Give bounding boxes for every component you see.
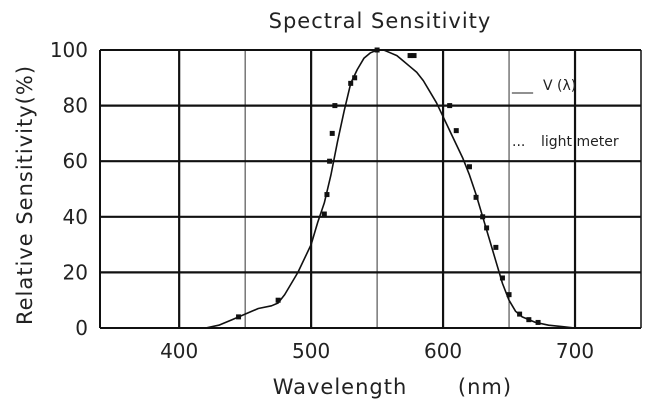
x-tick-label: 500	[292, 339, 330, 363]
legend-symbol-solid: ___	[511, 78, 534, 94]
light-meter-point	[466, 164, 472, 170]
y-tick-label: 60	[63, 149, 88, 173]
light-meter-point	[411, 53, 417, 59]
series-layer	[205, 47, 576, 329]
light-meter-point	[236, 314, 242, 320]
light-meter-point	[506, 292, 512, 298]
grid	[99, 49, 642, 329]
light-meter-point	[453, 128, 459, 134]
light-meter-point	[526, 317, 532, 323]
y-tick-label: 20	[63, 260, 88, 284]
light-meter-point	[332, 103, 338, 109]
y-tick-label: 0	[75, 316, 88, 340]
light-meter-point	[535, 319, 541, 325]
legend-label-v-lambda: V (λ)	[543, 78, 576, 94]
light-meter-point	[374, 47, 380, 53]
light-meter-point	[499, 275, 505, 281]
tick-labels: 0 20 40 60 80 100 400 500 600 700	[50, 38, 594, 363]
light-meter-point	[517, 311, 523, 317]
light-meter-point	[473, 194, 479, 200]
light-meter-point	[324, 192, 330, 198]
light-meter-point	[493, 244, 499, 250]
chart-title: Spectral Sensitivity	[269, 9, 492, 33]
legend: ___ V (λ) ... light meter	[511, 78, 619, 150]
light-meter-point	[407, 53, 413, 59]
legend-symbol-dotted: ...	[512, 134, 525, 150]
x-tick-label: 600	[424, 339, 462, 363]
light-meter-point	[352, 75, 358, 81]
series-line-v-lambda	[205, 49, 576, 329]
y-tick-label: 100	[50, 38, 88, 62]
y-axis-label: Relative Sensitivity(%)	[13, 65, 37, 325]
light-meter-point	[321, 211, 327, 217]
x-tick-label: 400	[160, 339, 198, 363]
legend-label-light-meter: light meter	[541, 134, 619, 150]
x-tick-label: 700	[556, 339, 594, 363]
x-axis-unit: (nm)	[458, 375, 512, 399]
light-meter-point	[348, 80, 354, 86]
light-meter-point	[447, 103, 453, 109]
light-meter-point	[275, 297, 281, 303]
y-tick-label: 80	[63, 94, 88, 118]
light-meter-point	[327, 158, 333, 164]
y-tick-label: 40	[63, 205, 88, 229]
x-axis-label: Wavelength	[273, 375, 408, 399]
light-meter-point	[329, 130, 335, 136]
light-meter-point	[484, 225, 490, 231]
light-meter-point	[480, 214, 486, 220]
